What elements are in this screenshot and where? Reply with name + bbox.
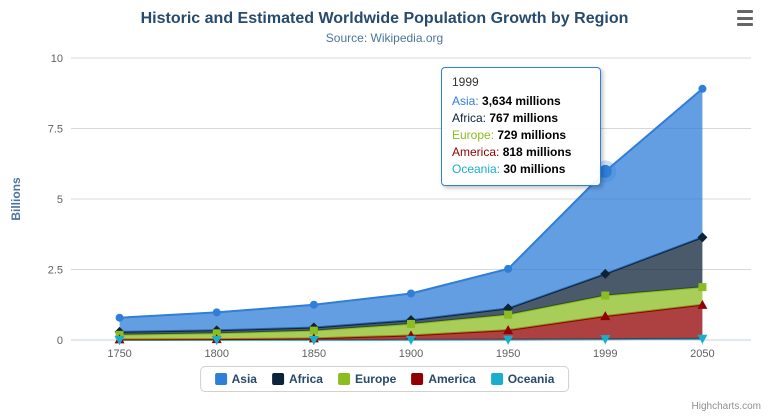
tooltip-row-asia: Asia: 3,634 millions bbox=[452, 93, 590, 110]
marker-oceania[interactable] bbox=[308, 335, 319, 345]
area-asia bbox=[119, 88, 703, 332]
x-axis-label: 1900 bbox=[399, 348, 423, 360]
marker-asia[interactable] bbox=[212, 308, 221, 317]
marker-europe[interactable] bbox=[601, 291, 610, 300]
tooltip-series-value: 767 millions bbox=[489, 111, 559, 125]
chart-subtitle: Source: Wikipedia.org bbox=[325, 31, 444, 45]
legend-item-europe[interactable]: Europe bbox=[337, 372, 397, 386]
marker-asia[interactable] bbox=[407, 289, 415, 298]
hover-marker[interactable] bbox=[598, 164, 612, 178]
marker-europe[interactable] bbox=[504, 310, 513, 319]
legend-swatch-africa bbox=[271, 373, 284, 385]
tooltip-row-africa: Africa: 767 millions bbox=[452, 110, 590, 127]
area-america bbox=[119, 304, 703, 340]
tooltip-series-label: Oceania: bbox=[452, 162, 504, 176]
marker-asia[interactable] bbox=[698, 84, 707, 93]
hamburger-bar bbox=[737, 10, 753, 13]
hamburger-bar bbox=[737, 16, 753, 20]
tooltip-series-value: 3,634 millions bbox=[482, 94, 561, 108]
hamburger-icon[interactable] bbox=[733, 10, 753, 26]
tooltip-series-value: 818 millions bbox=[502, 145, 572, 159]
tooltip-series-label: Asia: bbox=[452, 94, 483, 108]
credits-link[interactable]: Highcharts.com bbox=[691, 401, 761, 412]
legend-item-africa[interactable]: Africa bbox=[271, 372, 323, 386]
tooltip: 1999 Asia: 3,634 millions Africa: 767 mil… bbox=[441, 67, 601, 186]
tooltip-rows: Asia: 3,634 millions Africa: 767 millions… bbox=[452, 93, 590, 178]
marker-america[interactable] bbox=[600, 311, 611, 321]
marker-oceania[interactable] bbox=[211, 335, 222, 345]
x-axis-label: 1950 bbox=[496, 348, 520, 360]
marker-asia[interactable] bbox=[504, 264, 513, 273]
y-axis-label: 5 bbox=[57, 194, 63, 206]
y-axis-label: 0 bbox=[57, 335, 63, 347]
marker-asia[interactable] bbox=[309, 300, 318, 309]
x-axis-label: 2050 bbox=[690, 348, 714, 360]
marker-oceania[interactable] bbox=[406, 335, 416, 345]
tooltip-series-label: Africa: bbox=[452, 111, 490, 125]
marker-oceania[interactable] bbox=[503, 335, 514, 345]
y-axis-label: 2.5 bbox=[48, 265, 63, 277]
area-africa bbox=[119, 237, 703, 335]
chart-title: Historic and Estimated Worldwide Populat… bbox=[140, 10, 629, 27]
legend-label: America bbox=[428, 372, 476, 386]
tooltip-row-europe: Europe: 729 millions bbox=[452, 127, 590, 144]
legend-swatch-america bbox=[411, 373, 424, 385]
x-axis-label: 1999 bbox=[593, 348, 617, 360]
marker-africa[interactable] bbox=[600, 268, 611, 279]
y-axis-label: 10 bbox=[51, 53, 63, 65]
legend-item-oceania[interactable]: Oceania bbox=[490, 372, 555, 386]
legend: Asia Africa Europe America Oceania bbox=[199, 366, 570, 392]
marker-europe[interactable] bbox=[407, 319, 415, 328]
legend-swatch-asia bbox=[214, 373, 227, 385]
marker-asia[interactable] bbox=[115, 313, 124, 322]
marker-europe[interactable] bbox=[309, 326, 318, 335]
y-axis-label: 7.5 bbox=[48, 124, 63, 136]
tooltip-row-america: America: 818 millions bbox=[452, 144, 590, 161]
legend-item-asia[interactable]: Asia bbox=[214, 372, 257, 386]
marker-america[interactable] bbox=[503, 325, 514, 335]
legend-label: Asia bbox=[231, 372, 257, 386]
y-axis-title: Billions bbox=[9, 177, 23, 221]
x-axis-label: 1750 bbox=[107, 348, 131, 360]
legend-swatch-oceania bbox=[490, 373, 503, 385]
marker-oceania[interactable] bbox=[600, 335, 611, 345]
marker-africa[interactable] bbox=[697, 232, 708, 243]
legend-item-america[interactable]: America bbox=[411, 372, 476, 386]
tooltip-series-value: 729 millions bbox=[497, 128, 567, 142]
legend-label: Europe bbox=[354, 372, 397, 386]
marker-america[interactable] bbox=[697, 299, 708, 309]
tooltip-series-value: 30 millions bbox=[503, 162, 566, 176]
legend-label: Oceania bbox=[507, 372, 555, 386]
marker-europe[interactable] bbox=[212, 329, 221, 338]
marker-oceania[interactable] bbox=[114, 335, 125, 345]
marker-oceania[interactable] bbox=[697, 334, 708, 344]
legend-swatch-europe bbox=[337, 373, 350, 385]
marker-europe[interactable] bbox=[698, 283, 707, 292]
x-axis-label: 1800 bbox=[204, 348, 228, 360]
legend-label: Africa bbox=[288, 372, 323, 386]
tooltip-series-label: America: bbox=[452, 145, 503, 159]
x-axis-label: 1850 bbox=[302, 348, 326, 360]
tooltip-header: 1999 bbox=[452, 75, 479, 89]
tooltip-series-label: Europe: bbox=[452, 128, 498, 142]
hamburger-bar bbox=[737, 23, 753, 26]
tooltip-row-oceania: Oceania: 30 millions bbox=[452, 161, 590, 178]
